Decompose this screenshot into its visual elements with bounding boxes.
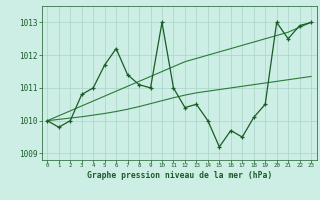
X-axis label: Graphe pression niveau de la mer (hPa): Graphe pression niveau de la mer (hPa) <box>87 171 272 180</box>
